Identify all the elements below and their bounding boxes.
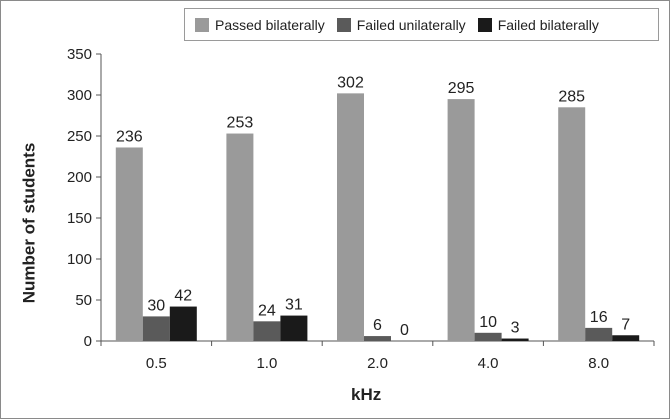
y-axis-title: Number of students: [17, 123, 41, 323]
bar-failed-bilaterally-8.0: [612, 335, 640, 341]
bar-passed-bilaterally-2.0: [337, 93, 364, 341]
y-tick-label-100: 100: [67, 251, 92, 268]
data-label-passed-bilaterally-2.0: 302: [337, 74, 364, 91]
bar-passed-bilaterally-8.0: [558, 107, 586, 341]
data-label-failed-unilaterally-0.5: 30: [147, 297, 165, 314]
y-tick-label-200: 200: [67, 169, 92, 186]
x-tick-label-8.0: 8.0: [588, 355, 609, 372]
bar-passed-bilaterally-4.0: [447, 99, 475, 341]
bar-passed-bilaterally-1.0: [226, 133, 254, 341]
bar-failed-unilaterally-8.0: [585, 327, 613, 341]
data-label-failed-bilaterally-2.0: 0: [400, 322, 409, 339]
legend-label-failed-unilaterally: Failed unilaterally: [356, 16, 466, 33]
bar-failed-unilaterally-2.0: [364, 336, 391, 341]
y-tick-label-150: 150: [67, 210, 92, 227]
legend-swatch-failed-bilaterally: [477, 17, 492, 32]
bar-failed-bilaterally-4.0: [501, 338, 529, 341]
bar-failed-unilaterally-0.5: [142, 316, 170, 341]
bar-failed-bilaterally-0.5: [169, 306, 197, 341]
data-label-passed-bilaterally-4.0: 295: [448, 80, 475, 97]
y-tick-label-300: 300: [67, 87, 92, 104]
data-label-passed-bilaterally-0.5: 236: [116, 128, 143, 145]
legend-label-failed-bilaterally: Failed bilaterally: [497, 16, 599, 33]
bar-passed-bilaterally-0.5: [115, 147, 143, 341]
legend-item-passed-bilaterally: Passed bilaterally: [195, 17, 325, 33]
data-label-failed-bilaterally-1.0: 31: [285, 297, 303, 314]
data-label-failed-bilaterally-0.5: 42: [174, 288, 192, 305]
data-label-passed-bilaterally-8.0: 285: [558, 88, 585, 105]
bar-failed-unilaterally-1.0: [253, 321, 281, 341]
bar-failed-unilaterally-4.0: [474, 332, 502, 341]
x-tick-label-2.0: 2.0: [367, 355, 388, 372]
data-label-failed-unilaterally-4.0: 10: [479, 314, 497, 331]
y-axis-label: Number of students: [19, 142, 38, 304]
legend-swatch-passed-bilaterally: [195, 17, 209, 32]
data-label-failed-unilaterally-8.0: 16: [590, 309, 608, 326]
data-label-failed-unilaterally-1.0: 24: [258, 302, 276, 319]
x-tick-label-4.0: 4.0: [478, 355, 499, 372]
legend-label-passed-bilaterally: Passed bilaterally: [215, 16, 325, 33]
y-tick-label-0: 0: [84, 333, 92, 350]
legend-item-failed-bilaterally: Failed bilaterally: [477, 16, 599, 33]
y-tick-label-350: 350: [67, 46, 92, 63]
data-label-failed-bilaterally-4.0: 3: [511, 320, 520, 337]
y-tick-label-50: 50: [75, 292, 92, 309]
bar-failed-bilaterally-1.0: [280, 315, 308, 341]
legend-item-failed-unilaterally: Failed unilaterally: [336, 16, 466, 33]
data-label-failed-bilaterally-8.0: 7: [621, 316, 630, 333]
chart-legend: Passed bilaterally Failed unilaterally F…: [184, 8, 659, 41]
data-label-failed-unilaterally-2.0: 6: [373, 317, 382, 334]
y-tick-label-250: 250: [67, 128, 92, 145]
legend-swatch-failed-unilaterally: [336, 17, 351, 32]
x-tick-label-1.0: 1.0: [256, 355, 277, 372]
data-label-passed-bilaterally-1.0: 253: [227, 115, 254, 132]
x-axis-title: kHz: [351, 385, 382, 404]
x-tick-label-0.5: 0.5: [146, 355, 167, 372]
